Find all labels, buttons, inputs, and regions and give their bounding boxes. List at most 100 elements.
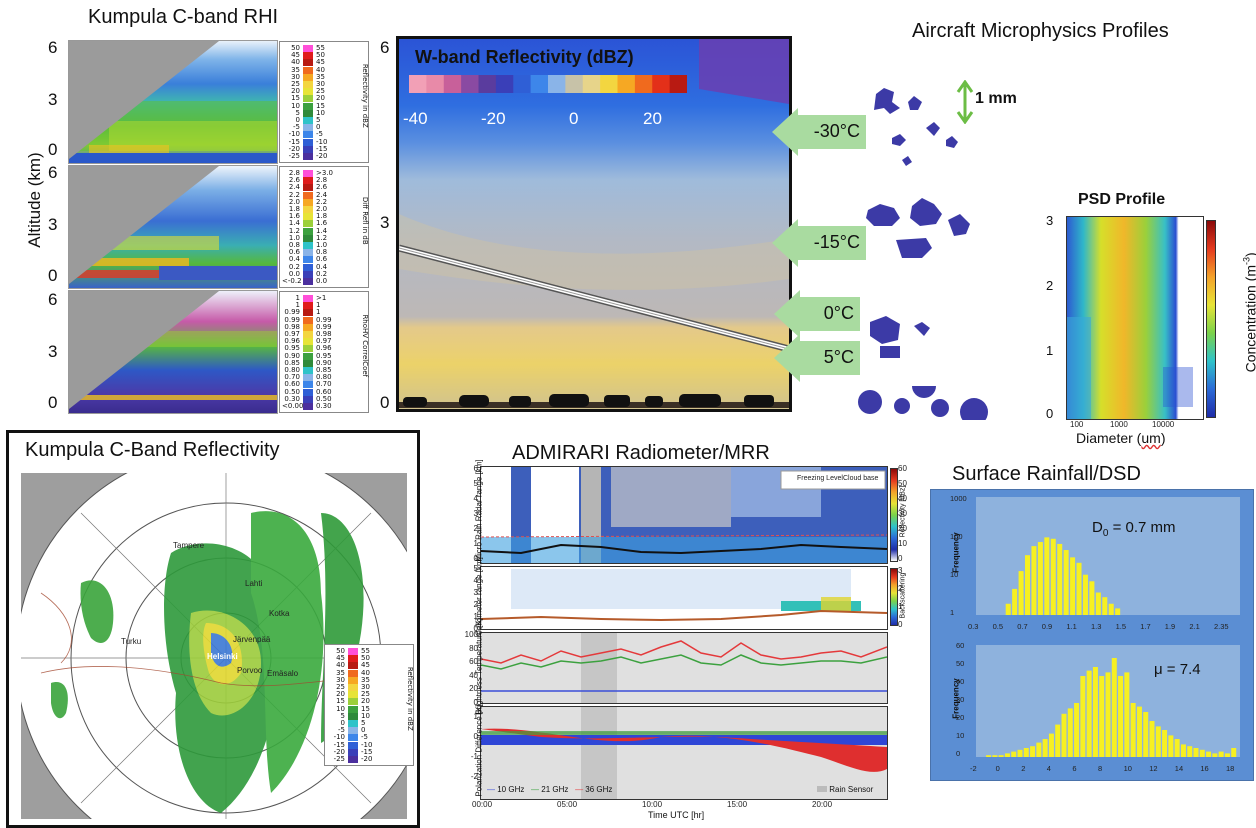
dsd-bottom-bar (1105, 672, 1111, 757)
legend-swatch (348, 676, 358, 684)
bottom-y-tick: 50 (956, 659, 965, 668)
dsd-bottom-bar (1030, 746, 1036, 757)
dsd-bottom-bar (986, 755, 992, 757)
mrr-cb-tick: 10 (898, 539, 907, 548)
legend-swatch (303, 153, 313, 160)
dsd-top-bar (1082, 574, 1088, 615)
cband-reflectivity-legend: 50 55 45 50 40 45 35 40 30 35 25 30 20 25 15 20 10 15 5 10 0… (324, 644, 414, 766)
dsd-bottom-bar (1231, 748, 1237, 757)
legend-row: 2.6 2.8 (288, 176, 328, 185)
legend-row: 0.50 0.60 (284, 387, 332, 396)
d0-annotation: D0 = 0.7 mm (1092, 519, 1176, 539)
legend-swatch (303, 102, 313, 110)
legend-swatch (303, 88, 313, 96)
top-x-tick: 0.9 (1041, 622, 1053, 631)
time-tick: 20:00 (812, 800, 833, 809)
legend-swatch (303, 331, 313, 338)
legend-row: 30 35 (291, 72, 325, 81)
legend-swatch (303, 206, 313, 213)
wband-colorbar-swatch (582, 75, 601, 93)
legend-row: 2.4 2.6 (288, 183, 328, 192)
wband-panel: W-band Reflectivity (dBZ) -40 -20 0 20 (396, 36, 792, 412)
legend-swatch (303, 117, 313, 124)
wband-colorbar-swatch (548, 75, 566, 93)
legend-row: 0.2 0.4 (288, 262, 328, 271)
pd-tick: -1 (470, 752, 478, 761)
legend-swatch (303, 220, 313, 228)
legend-row: 1.6 1.8 (288, 212, 328, 221)
legend-swatch (303, 263, 313, 271)
psd-x-label: Diameter (um) (1076, 430, 1166, 446)
legend-row: 0.4 0.6 (288, 255, 328, 264)
ceil-cb-tick: 0 (898, 620, 903, 629)
tb-tick: 60 (469, 657, 478, 666)
ceil-cb-tick: 1 (898, 602, 903, 611)
dsd-bottom-bar (1162, 730, 1168, 757)
pd-tick: -2 (470, 772, 478, 781)
ceil-tick: 4 (473, 576, 478, 585)
psd-title: PSD Profile (1078, 191, 1166, 208)
mrr-tick: 2 (473, 524, 478, 533)
tb-tick: 100 (464, 630, 478, 639)
legend-row: 0.90 0.95 (284, 351, 332, 360)
legend-row: 45 50 (336, 654, 370, 663)
legend-row: 40 45 (336, 661, 370, 670)
wband-colorbar-swatch (409, 75, 427, 93)
legend-swatch (303, 191, 313, 199)
mrr-cb-tick: 30 (898, 509, 907, 518)
legend-swatch (303, 124, 313, 132)
mrr-tick: 0 (473, 554, 478, 563)
mrr-cb-tick: 60 (898, 464, 907, 473)
mrr-colorbar (890, 468, 898, 562)
dsd-top-bar (1012, 588, 1018, 615)
dsd-bottom-bar (1124, 672, 1130, 757)
legend-row: 20 25 (336, 690, 370, 699)
legend-row: 35 40 (291, 65, 325, 74)
legend-row: 0.0 0.2 (288, 269, 328, 278)
dsd-top-bar (1095, 592, 1101, 615)
dsd-bottom-bar (1187, 746, 1193, 757)
legend-swatch (303, 309, 313, 317)
legend-swatch (303, 249, 313, 257)
legend-swatch (303, 388, 313, 396)
legend-row: 0.8 1.0 (288, 241, 328, 249)
legend-row: 0.96 0.97 (284, 337, 332, 346)
dsd-top-bar (1089, 581, 1095, 615)
legend-swatch (303, 138, 313, 146)
dsd-bottom-bar (1224, 753, 1230, 757)
mrr-tick: 6 (473, 464, 478, 473)
mrr-legend-freezing: Freezing Level (797, 475, 843, 482)
legend-row: 0.6 0.8 (288, 248, 328, 257)
ceil-tick: 3 (473, 588, 478, 597)
time-tick: 10:00 (642, 800, 663, 809)
bottom-y-tick: 30 (956, 695, 965, 704)
ceilometer-colorbar (890, 568, 898, 626)
pd-tick: 0 (473, 732, 478, 741)
dsd-top-bar (1025, 555, 1031, 615)
wband-colorbar-swatch (600, 75, 618, 93)
legend-row: 1.8 2.0 (288, 205, 328, 213)
top-x-tick: 0.7 (1017, 622, 1028, 631)
legend-row: 0.99 0.99 (284, 315, 332, 324)
legend-title: RhoHV CorrelCoef (360, 314, 369, 378)
legend-swatch (303, 131, 313, 139)
legend-swatch (348, 662, 358, 670)
wband-colorbar (409, 75, 687, 93)
wband-colorbar-swatch (652, 75, 671, 93)
time-tick: 00:00 (472, 800, 493, 809)
wband-colorbar-swatch (461, 75, 479, 93)
legend-row: 1 >1 (295, 294, 327, 302)
wband-title: W-band Reflectivity (dBZ) (415, 47, 634, 67)
bottom-x-tick: 2 (1021, 764, 1026, 773)
legend-row: -15 -10 (333, 740, 373, 749)
scale-bar-label: 1 mm (975, 90, 1017, 107)
legend-swatch (303, 242, 313, 249)
rhi-rhohv-plot (68, 290, 278, 414)
legend-swatch (348, 748, 358, 756)
dsd-bottom-bar (1042, 739, 1048, 757)
tb-tick: 20 (469, 684, 478, 693)
legend-swatch (303, 278, 313, 285)
dsd-bottom-bar (1206, 751, 1212, 757)
